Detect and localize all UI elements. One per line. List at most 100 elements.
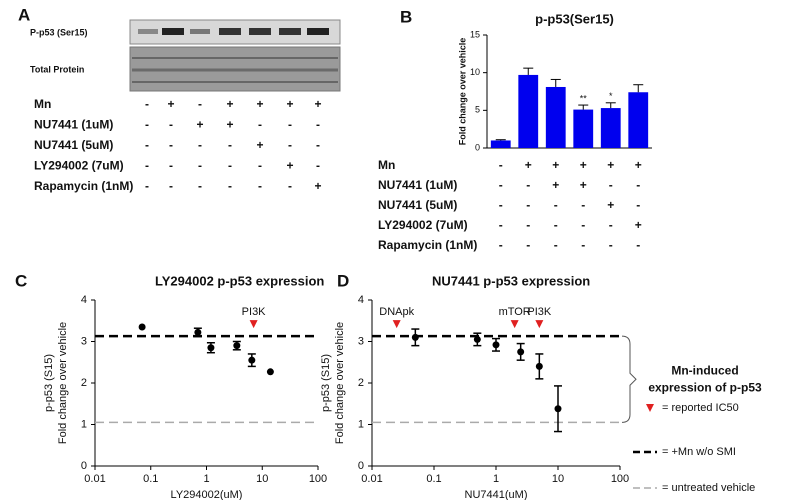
treatment-sign: - <box>554 238 558 252</box>
treatment-sign: + <box>552 178 559 192</box>
chart-title: LY294002 p-p53 expression <box>155 273 324 288</box>
treatment-sign: - <box>636 178 640 192</box>
bar <box>600 108 621 148</box>
band <box>162 28 184 35</box>
ic50-marker <box>392 320 401 329</box>
treatment-sign: - <box>145 179 149 193</box>
treatment-sign: - <box>609 218 613 232</box>
band <box>279 28 301 35</box>
treatment-sign: + <box>635 218 642 232</box>
point <box>248 356 256 364</box>
y-tick-label: 15 <box>470 29 480 39</box>
y-axis-label: p-p53 (S15) <box>43 354 55 412</box>
treatment-sign: + <box>256 97 263 111</box>
y-tick-label: 0 <box>81 460 87 472</box>
point <box>207 344 215 352</box>
bracket-label: expression of p-p53 <box>648 380 762 394</box>
band <box>190 29 210 34</box>
y-tick-label: 0 <box>358 460 364 472</box>
treatment-sign: - <box>609 238 613 252</box>
treatment-sign: - <box>258 179 262 193</box>
bar <box>518 74 539 148</box>
treatment-sign: - <box>499 178 503 192</box>
treatment-sign: - <box>228 159 232 173</box>
y-tick-label: 2 <box>81 377 87 389</box>
treatment-sign: + <box>314 179 321 193</box>
treatment-sign: - <box>526 178 530 192</box>
point <box>473 335 481 343</box>
x-tick-label: 100 <box>611 473 629 485</box>
treatment-sign: - <box>169 179 173 193</box>
blot-label: P-p53 (Ser15) <box>30 27 88 37</box>
chart-title: NU7441 p-p53 expression <box>432 273 590 288</box>
treatment-sign: - <box>169 118 173 132</box>
treatment-sign: - <box>288 138 292 152</box>
treatment-sign: + <box>196 118 203 132</box>
treatment-sign: + <box>607 198 614 212</box>
point <box>411 333 419 341</box>
treatment-sign: + <box>635 158 642 172</box>
y-axis-label: Fold change over vehicle <box>457 38 467 146</box>
point <box>554 405 562 413</box>
x-axis-label: NU7441(uM) <box>465 489 528 500</box>
legend-marker <box>646 404 654 412</box>
x-tick-label: 0.1 <box>143 473 158 485</box>
treatment-sign: - <box>145 138 149 152</box>
y-tick-label: 2 <box>358 377 364 389</box>
y-tick-label: 3 <box>358 335 364 347</box>
treatment-sign: + <box>314 97 321 111</box>
x-tick-label: 10 <box>256 473 268 485</box>
treatment-label: NU7441 (1uM) <box>34 118 113 132</box>
ic50-label: mTOR <box>499 306 531 318</box>
point <box>233 342 241 350</box>
ic50-label: DNApk <box>379 306 414 318</box>
treatment-sign: - <box>228 179 232 193</box>
treatment-sign: + <box>286 97 293 111</box>
y-axis-label: p-p53 (S15) <box>320 354 332 412</box>
panel-letter: A <box>18 5 30 24</box>
ic50-marker <box>249 320 258 329</box>
treatment-sign: - <box>554 218 558 232</box>
treatment-sign: - <box>581 238 585 252</box>
y-tick-label: 3 <box>81 335 87 347</box>
y-tick-label: 1 <box>81 418 87 430</box>
panel-letter: D <box>337 271 349 290</box>
treatment-label: LY294002 (7uM) <box>378 218 468 232</box>
ic50-marker <box>535 320 544 329</box>
y-tick-label: 4 <box>358 294 364 306</box>
treatment-sign: + <box>607 158 614 172</box>
point <box>194 328 202 336</box>
band <box>307 28 329 35</box>
blot <box>129 19 341 92</box>
point <box>138 323 146 331</box>
treatment-label: NU7441 (5uM) <box>378 198 457 212</box>
y-tick-label: 0 <box>475 142 480 152</box>
y-tick-label: 10 <box>470 67 480 77</box>
treatment-sign: - <box>581 198 585 212</box>
treatment-sign: - <box>258 159 262 173</box>
treatment-sign: - <box>198 179 202 193</box>
band <box>249 28 271 35</box>
y-axis-label: Fold change over vehicle <box>334 322 346 444</box>
treatment-sign: - <box>169 138 173 152</box>
panel-letter: C <box>15 271 27 290</box>
point <box>492 341 500 349</box>
bar <box>628 92 649 148</box>
treatment-sign: - <box>526 198 530 212</box>
legend-label: = reported IC50 <box>662 402 739 414</box>
point <box>535 362 543 370</box>
treatment-sign: - <box>288 179 292 193</box>
treatment-sign: - <box>145 118 149 132</box>
treatment-sign: + <box>226 118 233 132</box>
band <box>219 28 241 35</box>
treatment-sign: - <box>258 118 262 132</box>
x-tick-label: 100 <box>309 473 327 485</box>
x-tick-label: 0.01 <box>361 473 382 485</box>
treatment-sign: - <box>316 118 320 132</box>
treatment-sign: - <box>198 159 202 173</box>
treatment-label: LY294002 (7uM) <box>34 159 124 173</box>
treatment-sign: - <box>145 159 149 173</box>
x-tick-label: 0.1 <box>426 473 441 485</box>
bracket <box>621 335 637 423</box>
